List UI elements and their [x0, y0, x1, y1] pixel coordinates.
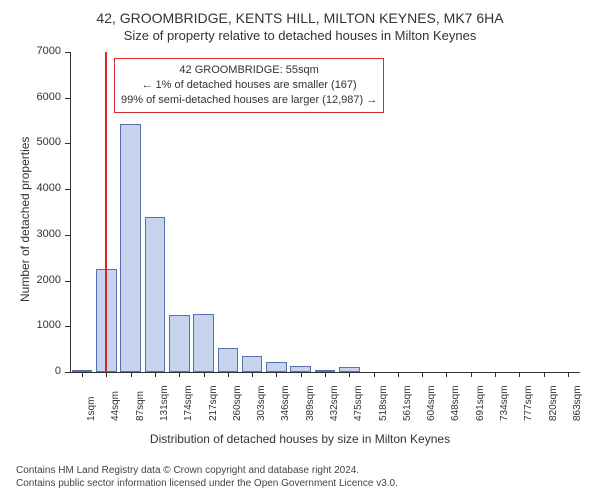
xtick-label: 131sqm	[159, 385, 170, 421]
annot-line-2: ← 1% of detached houses are smaller (167…	[121, 78, 377, 93]
bar	[242, 356, 263, 372]
footer: Contains HM Land Registry data © Crown c…	[16, 464, 398, 490]
xtick	[301, 372, 302, 377]
bar	[266, 362, 287, 372]
xtick-label: 777sqm	[523, 385, 534, 421]
xtick	[276, 372, 277, 377]
x-axis-label: Distribution of detached houses by size …	[0, 432, 600, 446]
xtick	[495, 372, 496, 377]
bar	[193, 314, 214, 372]
ytick-label: 1000	[21, 319, 61, 331]
annotation-box: 42 GROOMBRIDGE: 55sqm← 1% of detached ho…	[114, 58, 384, 113]
xtick	[106, 372, 107, 377]
xtick	[82, 372, 83, 377]
bar	[169, 315, 190, 372]
xtick-label: 260sqm	[232, 385, 243, 421]
xtick	[422, 372, 423, 377]
xtick	[446, 372, 447, 377]
xtick-label: 217sqm	[208, 385, 219, 421]
xtick-label: 561sqm	[402, 385, 413, 421]
ytick	[65, 326, 70, 327]
bar	[218, 348, 239, 372]
xtick-label: 691sqm	[475, 385, 486, 421]
xtick-label: 1sqm	[86, 397, 97, 421]
xtick-label: 475sqm	[353, 385, 364, 421]
bar	[145, 217, 166, 372]
y-axis-label: Number of detached properties	[18, 137, 32, 302]
xtick	[374, 372, 375, 377]
xtick	[252, 372, 253, 377]
ytick	[65, 143, 70, 144]
page-title: 42, GROOMBRIDGE, KENTS HILL, MILTON KEYN…	[16, 10, 584, 26]
xtick-label: 518sqm	[378, 385, 389, 421]
xtick	[131, 372, 132, 377]
ytick	[65, 235, 70, 236]
xtick	[179, 372, 180, 377]
xtick	[471, 372, 472, 377]
ytick	[65, 372, 70, 373]
xtick	[349, 372, 350, 377]
xtick	[155, 372, 156, 377]
xtick-label: 734sqm	[499, 385, 510, 421]
xtick-label: 346sqm	[280, 385, 291, 421]
ytick-label: 0	[21, 365, 61, 377]
bar	[120, 124, 141, 372]
xtick-label: 389sqm	[305, 385, 316, 421]
y-axis	[70, 52, 71, 372]
ytick	[65, 52, 70, 53]
xtick-label: 604sqm	[426, 385, 437, 421]
xtick	[204, 372, 205, 377]
footer-line-1: Contains HM Land Registry data © Crown c…	[16, 464, 398, 477]
ytick	[65, 98, 70, 99]
xtick	[228, 372, 229, 377]
xtick-label: 174sqm	[183, 385, 194, 421]
footer-line-2: Contains public sector information licen…	[16, 477, 398, 490]
xtick	[519, 372, 520, 377]
ytick-label: 6000	[21, 91, 61, 103]
xtick-label: 863sqm	[572, 385, 583, 421]
xtick-label: 303sqm	[256, 385, 267, 421]
xtick	[325, 372, 326, 377]
xtick-label: 44sqm	[110, 391, 121, 421]
xtick-label: 820sqm	[548, 385, 559, 421]
ytick	[65, 189, 70, 190]
xtick-label: 432sqm	[329, 385, 340, 421]
annot-line-3: 99% of semi-detached houses are larger (…	[121, 93, 377, 108]
xtick	[398, 372, 399, 377]
xtick-label: 648sqm	[450, 385, 461, 421]
page-subtitle: Size of property relative to detached ho…	[16, 28, 584, 43]
xtick	[568, 372, 569, 377]
ytick-label: 7000	[21, 45, 61, 57]
xtick	[544, 372, 545, 377]
xtick-label: 87sqm	[135, 391, 146, 421]
annot-line-1: 42 GROOMBRIDGE: 55sqm	[121, 63, 377, 78]
ytick	[65, 281, 70, 282]
reference-line	[105, 52, 107, 372]
